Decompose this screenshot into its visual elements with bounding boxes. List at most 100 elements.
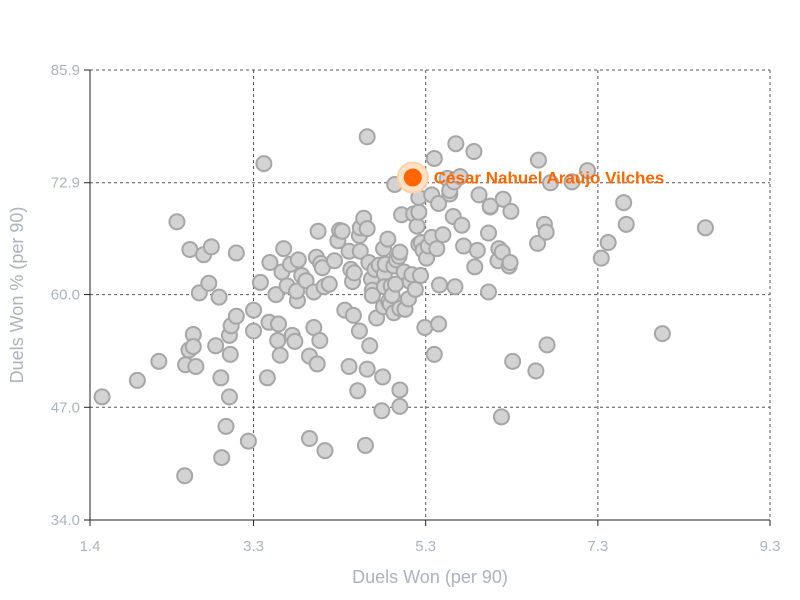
data-point (184, 338, 202, 356)
data-point (430, 315, 448, 333)
data-point (333, 222, 351, 240)
highlight-point (403, 168, 422, 187)
data-point (349, 382, 367, 400)
data-point (481, 197, 499, 215)
data-point (615, 194, 633, 212)
data-point (356, 436, 374, 454)
data-point (128, 371, 146, 389)
data-point (227, 244, 245, 262)
data-point (466, 258, 484, 276)
data-point (592, 249, 610, 267)
data-point (579, 162, 597, 180)
data-point (527, 362, 545, 380)
data-point (410, 203, 428, 221)
data-point (251, 273, 269, 291)
y-axis-title: Duels Won % (per 90) (7, 207, 27, 384)
x-tick-label: 1.4 (80, 538, 101, 555)
data-point (176, 467, 194, 485)
y-tick-label: 34.0 (51, 512, 80, 529)
data-point (309, 222, 327, 240)
data-point (425, 345, 443, 363)
data-point (391, 397, 409, 415)
data-point (270, 315, 288, 333)
data-point (210, 288, 228, 306)
y-tick-label: 72.9 (51, 175, 80, 192)
data-point (227, 307, 245, 325)
data-point (150, 352, 168, 370)
data-point (289, 251, 307, 269)
data-point (494, 190, 512, 208)
data-point (286, 332, 304, 350)
data-point (696, 219, 714, 237)
data-point (212, 369, 230, 387)
data-point (200, 274, 218, 292)
data-point (374, 368, 392, 386)
data-point (181, 240, 199, 258)
data-point (408, 217, 426, 235)
data-point (430, 195, 448, 213)
data-point (275, 240, 293, 258)
data-point (470, 186, 488, 204)
tick-labels: 1.4 3.3 5.3 7.3 9.3 34.0 47.0 60.0 72.9 85.9 (51, 62, 781, 555)
data-point (168, 213, 186, 231)
data-point (340, 358, 358, 376)
data-point (406, 280, 424, 298)
data-point (391, 243, 409, 261)
data-point (465, 143, 483, 161)
y-tick-label: 47.0 (51, 399, 80, 416)
data-point (361, 337, 379, 355)
data-point (451, 168, 469, 186)
data-point (213, 449, 231, 467)
data-point (221, 345, 239, 363)
data-point (300, 429, 318, 447)
data-point (350, 322, 368, 340)
data-point (416, 319, 434, 337)
highlight-label: César Nahuel Araújo Vilches (434, 169, 665, 188)
data-point (239, 432, 257, 450)
data-point (537, 223, 555, 241)
data-point (617, 215, 635, 233)
data-point (358, 220, 376, 238)
data-point (288, 282, 306, 300)
data-point (529, 151, 547, 169)
data-points (93, 128, 714, 485)
data-point (351, 242, 369, 260)
data-point (187, 358, 205, 376)
data-point (325, 252, 343, 270)
data-point (425, 149, 443, 167)
data-point (311, 332, 329, 350)
y-tick-label: 60.0 (51, 287, 80, 304)
data-point (320, 275, 338, 293)
data-point (504, 352, 522, 370)
highlighted-player: César Nahuel Araújo Vilches (396, 161, 665, 194)
data-point (258, 369, 276, 387)
data-point (344, 306, 362, 324)
data-point (345, 264, 363, 282)
axes (84, 69, 771, 526)
data-point (434, 226, 452, 244)
data-point (447, 135, 465, 153)
x-tick-label: 5.3 (415, 538, 436, 555)
data-point (267, 286, 285, 304)
data-point (261, 253, 279, 271)
data-point (492, 408, 510, 426)
data-point (363, 286, 381, 304)
data-point (220, 388, 238, 406)
data-point (412, 266, 430, 284)
data-point (297, 272, 315, 290)
data-point (255, 155, 273, 173)
data-point (202, 238, 220, 256)
data-point (245, 322, 263, 340)
x-tick-label: 7.3 (587, 538, 608, 555)
data-point (271, 346, 289, 364)
data-point (480, 283, 498, 301)
data-point (455, 237, 473, 255)
data-point (542, 174, 560, 192)
data-point (93, 388, 111, 406)
data-point (217, 417, 235, 435)
x-axis-title: Duels Won (per 90) (352, 567, 508, 587)
data-point (563, 173, 581, 191)
data-point (468, 241, 486, 259)
data-point (502, 202, 520, 220)
